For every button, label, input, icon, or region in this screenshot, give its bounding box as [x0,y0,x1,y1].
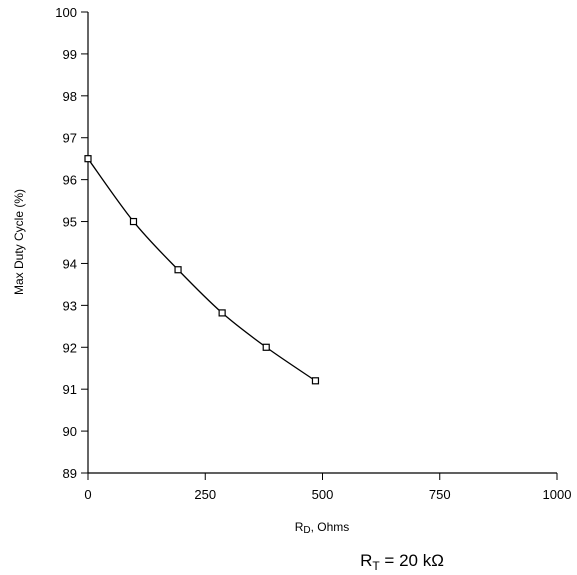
annotation-rest: = 20 kΩ [380,551,444,570]
y-tick-label: 98 [63,89,77,104]
x-axis-label-subscript: D [303,525,310,536]
y-axis-label: Max Duty Cycle (%) [12,189,26,295]
data-point-marker [174,266,182,274]
data-point-marker [311,377,320,385]
data-point-marker [218,309,226,317]
x-axis-label: RD, Ohms [295,520,350,536]
x-tick-label: 500 [312,487,334,502]
y-tick-label: 89 [63,466,77,481]
x-tick-label: 1000 [543,487,572,502]
y-tick-label: 95 [63,215,77,230]
series-markers [84,155,320,385]
y-tick-label: 90 [63,424,77,439]
y-tick-label: 93 [63,298,77,313]
data-point-marker [129,217,138,226]
x-axis-ticks: 0 250 500 750 1000 [84,473,571,502]
y-tick-label: 100 [55,5,77,20]
series-line [87,158,316,382]
data-point-marker [262,343,270,351]
x-tick-label: 0 [84,487,91,502]
y-tick-label: 92 [63,340,77,355]
y-tick-label: 97 [63,131,77,146]
y-tick-label: 94 [63,256,77,271]
x-axis-label-rest: , Ohms [311,520,350,534]
y-tick-label: 99 [63,47,77,62]
annotation-subscript: T [372,559,380,573]
data-point-marker [84,155,92,163]
x-tick-label: 750 [429,487,451,502]
annotation-main: R [360,551,372,570]
x-tick-label: 250 [194,487,216,502]
y-axis-ticks: 89 90 91 92 93 94 95 96 97 98 99 100 [55,5,88,481]
y-tick-label: 96 [63,173,77,188]
annotation-rt: RT = 20 kΩ [360,551,444,573]
x-axis-label-main: R [295,520,304,534]
y-tick-label: 91 [63,382,77,397]
